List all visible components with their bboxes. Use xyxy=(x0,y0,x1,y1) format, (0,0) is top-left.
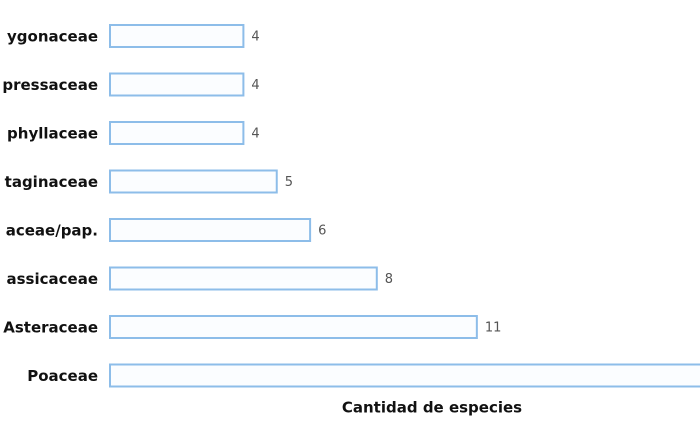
x-axis-title: Cantidad de especies xyxy=(342,399,522,417)
category-label: aceae/pap. xyxy=(6,222,98,240)
category-label: assicaceae xyxy=(7,270,99,288)
bar xyxy=(109,24,245,48)
category-label: ygonaceae xyxy=(7,28,98,46)
bar xyxy=(109,266,378,291)
value-label: 4 xyxy=(251,30,259,45)
bar xyxy=(109,121,245,145)
category-label: pressaceae xyxy=(2,76,98,94)
category-label: Asteraceae xyxy=(3,319,98,337)
value-label: 8 xyxy=(385,272,393,287)
value-label: 4 xyxy=(251,78,259,93)
value-label: 6 xyxy=(318,224,326,239)
category-label: Poaceae xyxy=(27,367,98,385)
value-label: 11 xyxy=(485,321,502,336)
bar xyxy=(109,315,478,339)
category-label: phyllaceae xyxy=(7,125,98,143)
value-label: 4 xyxy=(251,127,259,142)
category-label: taginaceae xyxy=(5,173,98,191)
bar xyxy=(109,218,312,242)
bar xyxy=(109,363,700,388)
bar xyxy=(109,169,278,194)
value-label: 5 xyxy=(285,175,293,190)
bar xyxy=(109,72,245,97)
